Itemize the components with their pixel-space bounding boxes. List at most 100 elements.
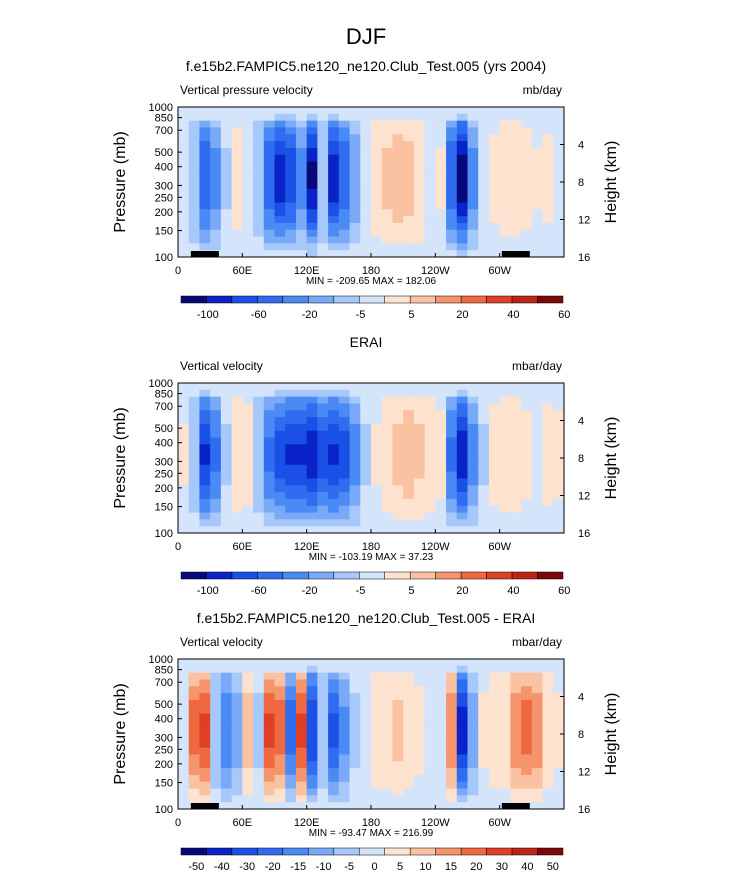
field-cell <box>392 444 404 452</box>
y-tick-label: 400 <box>155 714 173 726</box>
field-cell <box>210 161 222 169</box>
field-cell <box>317 498 329 507</box>
field-cell <box>210 795 222 803</box>
y-tick-label: 1000 <box>149 654 173 666</box>
field-cell <box>295 410 308 418</box>
field-cell <box>360 686 372 694</box>
field-cell <box>488 768 501 776</box>
field-cell <box>553 727 565 735</box>
field-cell <box>510 396 522 405</box>
field-cell <box>295 464 308 473</box>
field-cell <box>306 679 318 687</box>
field-cell <box>521 107 533 115</box>
field-cell <box>231 410 243 418</box>
field-cell <box>499 788 511 796</box>
field-cell <box>263 802 276 810</box>
field-cell <box>435 229 447 238</box>
field-cell <box>510 236 522 244</box>
field-cell <box>424 154 436 163</box>
field-cell <box>210 168 222 176</box>
field-cell <box>338 423 351 432</box>
field-cell <box>178 734 190 742</box>
field-cell <box>349 788 361 796</box>
field-cell <box>456 417 469 425</box>
field-cell <box>274 699 286 708</box>
field-cell <box>306 134 318 142</box>
field-cell <box>521 127 533 135</box>
field-cell <box>488 451 501 459</box>
field-cell <box>274 478 286 486</box>
field-cell <box>360 492 372 500</box>
field-cell <box>188 727 201 735</box>
field-cell <box>381 127 394 135</box>
field-cell <box>413 383 426 391</box>
field-cell <box>274 113 286 122</box>
field-cell <box>285 768 297 776</box>
field-cell <box>403 188 415 197</box>
field-cell <box>478 120 490 129</box>
field-cell <box>553 107 565 115</box>
field-cell <box>456 672 469 681</box>
field-cell <box>467 243 479 251</box>
colorbar-swatch <box>435 295 462 304</box>
field-cell <box>435 120 447 129</box>
field-cell <box>521 795 533 803</box>
field-cell <box>510 430 522 439</box>
field-cell <box>381 107 394 115</box>
field-cell <box>285 672 297 681</box>
field-cell <box>349 243 361 251</box>
field-cell <box>295 727 308 735</box>
field-cell <box>392 679 404 687</box>
field-cell <box>499 396 511 405</box>
field-cell <box>381 492 394 500</box>
field-cell <box>349 134 361 142</box>
field-cell <box>467 727 479 735</box>
field-cell <box>478 498 490 507</box>
field-cell <box>188 526 201 534</box>
field-cell <box>178 202 190 210</box>
field-cell <box>456 437 469 445</box>
field-cell <box>231 505 243 514</box>
field-cell <box>328 665 340 674</box>
field-cell <box>413 113 426 122</box>
field-cell <box>210 175 222 183</box>
field-cell <box>328 195 340 204</box>
field-cell <box>499 444 511 452</box>
colorbar-label: -5 <box>356 585 366 597</box>
field-cell <box>295 471 308 480</box>
field-cell <box>220 250 233 258</box>
field-cell <box>521 464 533 473</box>
field-cell <box>435 250 447 258</box>
x-tick-label: 120E <box>294 817 320 829</box>
field-cell <box>349 182 361 190</box>
field-cell <box>371 182 383 190</box>
field-cell <box>392 430 404 439</box>
field-cell <box>306 693 318 701</box>
field-cell <box>349 754 361 762</box>
field-cell <box>403 154 415 163</box>
field-cell <box>371 485 383 493</box>
min-max-stats: MIN = -103.19 MAX = 37.23 <box>309 552 434 563</box>
field-cell <box>210 222 222 231</box>
field-cell <box>456 430 469 439</box>
field-cell <box>542 802 554 810</box>
field-cell <box>392 761 404 769</box>
colorbar-swatch <box>231 847 258 856</box>
field-cell <box>220 107 233 115</box>
field-cell <box>381 451 394 459</box>
field-cell <box>220 802 233 810</box>
field-cell <box>253 706 265 715</box>
field-cell <box>274 498 286 507</box>
field-cell <box>274 161 286 169</box>
field-cell <box>424 202 436 210</box>
field-cell <box>424 396 436 405</box>
field-cell <box>188 665 201 674</box>
field-cell <box>338 430 351 439</box>
field-cell <box>531 774 544 783</box>
field-cell <box>231 699 243 708</box>
field-cell <box>371 195 383 204</box>
field-cell <box>338 781 351 790</box>
field-cell <box>531 383 544 391</box>
field-cell <box>553 492 565 500</box>
field-cell <box>456 795 469 803</box>
